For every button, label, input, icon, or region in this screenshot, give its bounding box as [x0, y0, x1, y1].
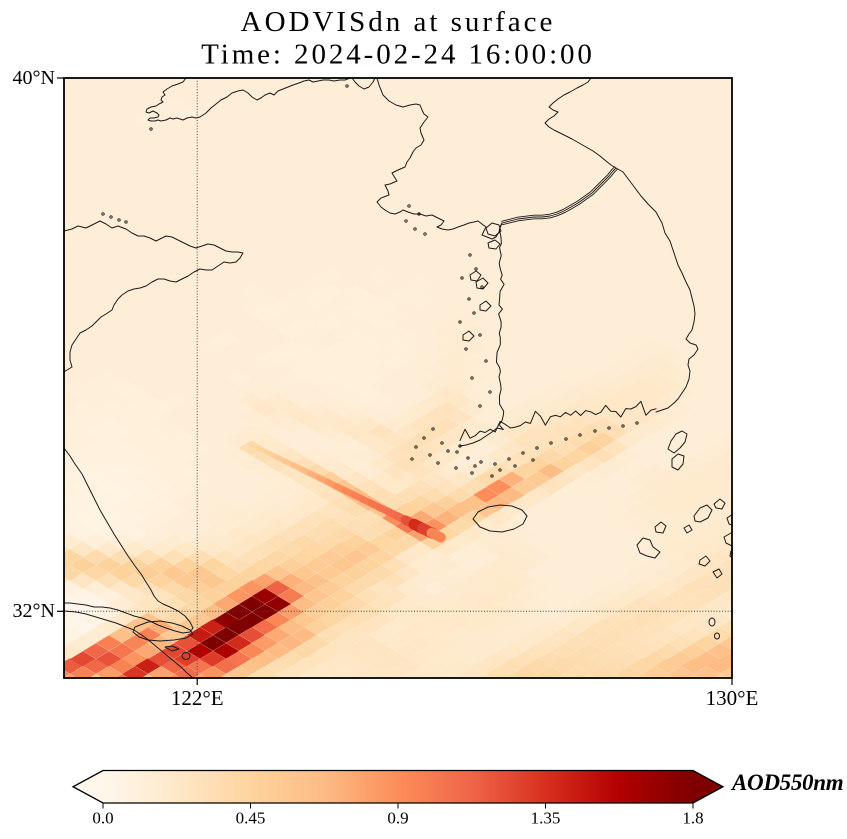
svg-text:130°E: 130°E	[706, 686, 759, 710]
svg-text:Time: 2024-02-24 16:00:00: Time: 2024-02-24 16:00:00	[201, 39, 595, 71]
svg-text:1.35: 1.35	[531, 809, 561, 828]
svg-text:0.9: 0.9	[387, 809, 408, 828]
svg-text:122°E: 122°E	[171, 686, 224, 710]
svg-text:AODVISdn at surface: AODVISdn at surface	[241, 6, 556, 38]
svg-text:0.45: 0.45	[236, 809, 266, 828]
svg-text:1.8: 1.8	[682, 809, 703, 828]
svg-text:0.0: 0.0	[92, 809, 113, 828]
svg-text:40°N: 40°N	[13, 67, 55, 89]
svg-text:AOD550nm: AOD550nm	[730, 770, 843, 795]
svg-text:32°N: 32°N	[13, 600, 55, 622]
